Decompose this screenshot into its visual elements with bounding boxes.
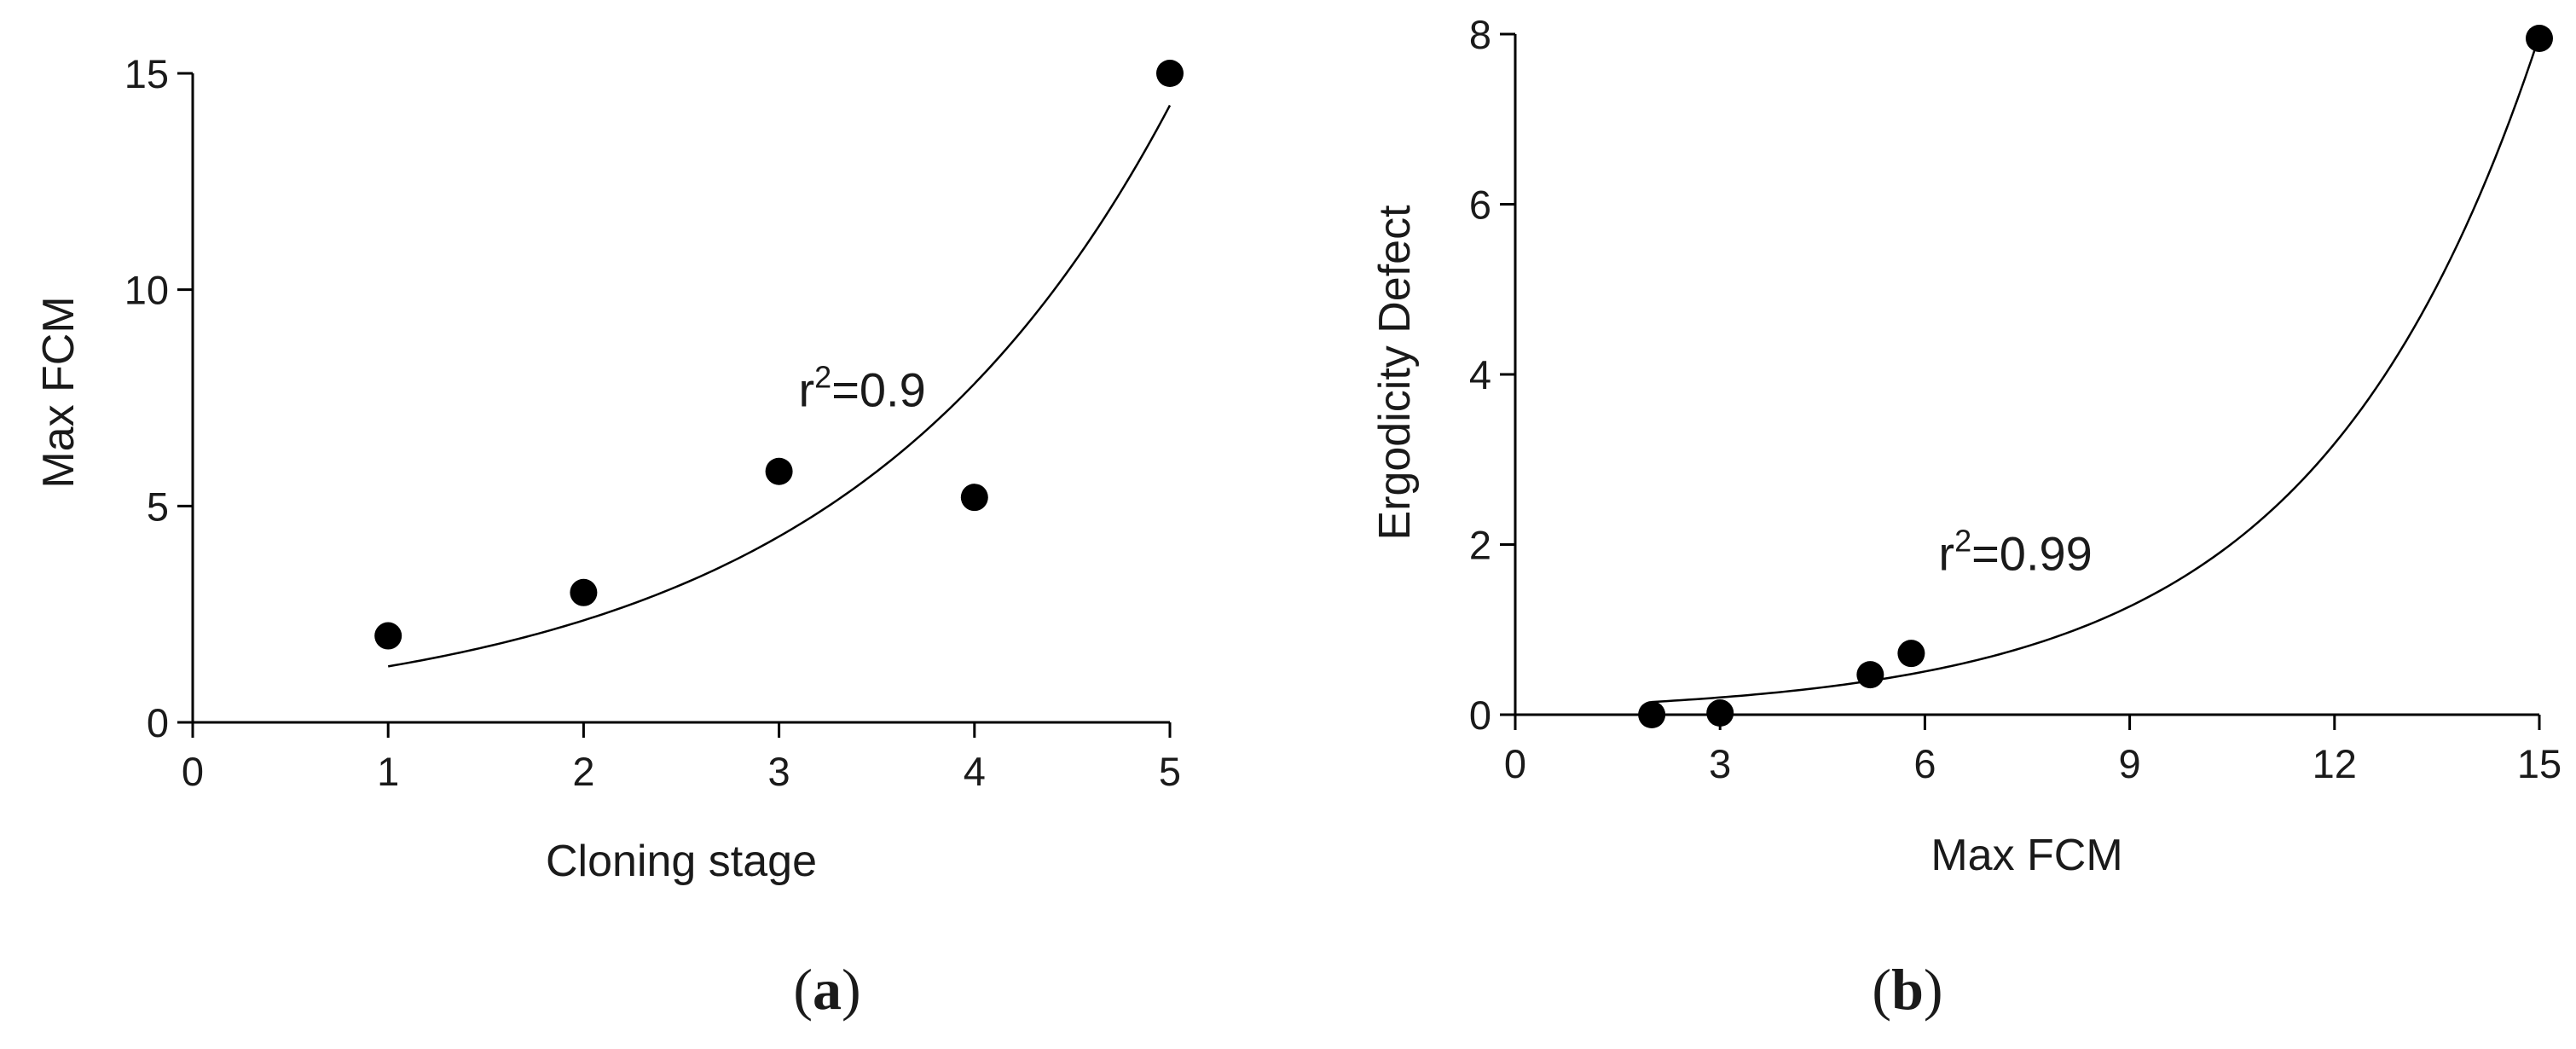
chart-panel-b: 0 3 6 9 12 15 0 2 4 6 8 r2=0.99 Max FCM Ergodicity… [1370,12,2562,1022]
panel-label-a: (a) [793,957,860,1022]
y-axis-label: Ergodicity Defect [1370,205,1420,541]
data-point [1156,60,1184,87]
y-tick-label: 5 [147,484,169,529]
x-tick-label: 3 [768,749,790,794]
data-point [1706,699,1734,727]
x-tick-label: 2 [572,749,594,794]
x-tick-label: 9 [2119,741,2141,786]
y-tick-label: 4 [1469,352,1491,397]
r-squared-annotation: r2=0.99 [1938,523,2092,580]
data-point [1638,701,1666,728]
y-tick-label: 10 [124,268,169,313]
x-axis-label: Max FCM [1931,831,2122,880]
y-tick-label: 0 [147,700,169,745]
data-point [765,457,793,485]
data-point [570,578,598,606]
data-point [960,484,988,512]
r-squared-annotation: r2=0.9 [799,360,926,417]
x-tick-label: 0 [182,749,204,794]
y-axis-label: Max FCM [34,296,84,488]
x-tick-label: 4 [964,749,986,794]
x-axis-label: Cloning stage [546,837,817,886]
y-tick-label: 8 [1469,12,1491,57]
data-point [1856,661,1884,689]
panel-label-b: (b) [1872,957,1942,1022]
chart-panel-a: 0 1 2 3 4 5 0 5 10 15 r2=0.9 Cloning stage Max FC… [34,51,1184,1022]
y-tick-label: 15 [124,51,169,96]
fit-curve [1652,35,2541,704]
fit-curve [387,104,1172,668]
data-point [374,622,402,650]
x-tick-label: 15 [2517,741,2562,786]
x-tick-label: 12 [2313,741,2357,786]
x-tick-label: 0 [1504,741,1526,786]
y-tick-label: 2 [1469,523,1491,568]
y-tick-label: 6 [1469,183,1491,228]
y-tick-label: 0 [1469,693,1491,738]
x-tick-label: 5 [1159,749,1181,794]
x-tick-label: 3 [1709,741,1731,786]
data-point [1897,640,1925,668]
x-tick-label: 6 [1913,741,1936,786]
x-tick-label: 1 [377,749,399,794]
data-point [2526,24,2553,52]
